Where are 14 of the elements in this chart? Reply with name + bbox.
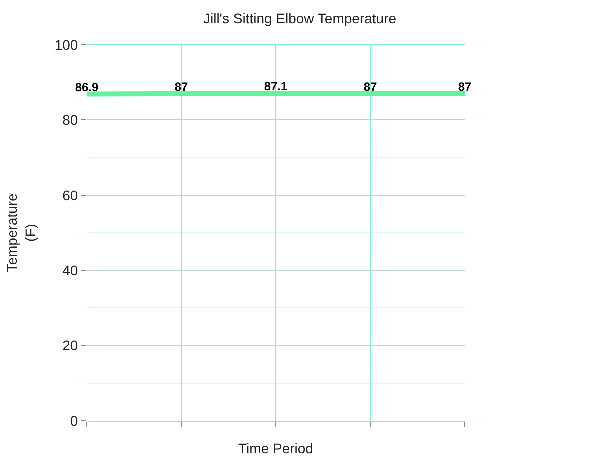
y-tick-label: 0 (70, 412, 78, 429)
y-tick-label: 20 (62, 338, 78, 354)
y-axis-title: Temperature (F) (4, 193, 38, 272)
data-label: 87.1 (264, 80, 288, 94)
data-label: 86.9 (75, 80, 99, 94)
data-label: 87 (364, 80, 378, 94)
y-tick-label: 80 (62, 112, 78, 128)
y-tick-label: 100 (54, 36, 78, 53)
x-axis-title: Time Period (238, 440, 314, 457)
data-label: 87 (458, 80, 472, 94)
chart-title: Jill's Sitting Elbow Temperature (203, 10, 397, 27)
data-label: 87 (174, 80, 188, 94)
y-tick-label: 40 (62, 262, 78, 278)
y-tick-label: 60 (62, 187, 78, 204)
